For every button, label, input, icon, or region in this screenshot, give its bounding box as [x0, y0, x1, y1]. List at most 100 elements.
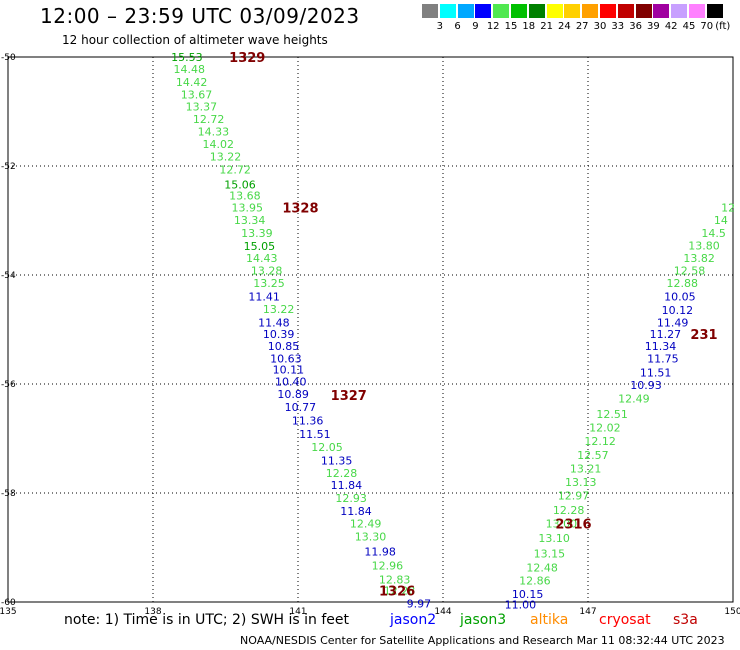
- swh-value-jason3: 15.05: [244, 240, 276, 253]
- chart-subtitle: 12 hour collection of altimeter wave hei…: [62, 33, 328, 47]
- plot-frame: [7, 56, 734, 603]
- x-tick-label: 144: [434, 607, 451, 617]
- colorbar-label: 70: [700, 21, 714, 32]
- colorbar-swatch: [582, 4, 599, 18]
- swh-value-jason2: 11.75: [647, 352, 679, 365]
- legend-altika: altika: [530, 612, 569, 628]
- swh-value-jason3_light: 13.22: [263, 303, 295, 316]
- colorbar-label: 42: [664, 21, 678, 32]
- swh-value-jason2: 10.15: [512, 588, 544, 601]
- swh-value-jason3_light: 13.37: [186, 101, 218, 114]
- swh-value-jason3_light: 12.86: [519, 575, 551, 588]
- swh-value-jason2: 10.89: [277, 388, 309, 401]
- pass-number-label: 1327: [331, 389, 367, 404]
- swh-value-jason3_light: 14.5: [701, 227, 726, 240]
- swh-value-jason3_light: 12.28: [553, 504, 585, 517]
- colorbar-label: 39: [647, 21, 660, 32]
- swh-value-jason2: 11.35: [321, 454, 353, 467]
- swh-value-jason3_light: 12.96: [372, 559, 404, 572]
- colorbar-swatch: [457, 4, 474, 18]
- legend-jason2: jason2: [390, 612, 437, 628]
- swh-value-jason3_light: 13.39: [241, 227, 273, 240]
- colorbar-label: 18: [522, 21, 536, 32]
- swh-value-jason3: 15.53: [171, 51, 203, 64]
- swh-value-jason3_light: 12.48: [526, 562, 558, 575]
- swh-value-jason2: 10.05: [664, 290, 696, 303]
- swh-value-jason2: 11.51: [299, 428, 331, 441]
- x-tick-label: 147: [579, 607, 596, 617]
- swh-value-jason3_light: 13.80: [688, 240, 720, 253]
- swh-value-jason2: 11.34: [645, 340, 677, 353]
- colorbar-swatch: [689, 4, 705, 18]
- colorbar-label: 21: [540, 21, 553, 32]
- colorbar-label: 3: [436, 21, 443, 32]
- swh-value-jason3_light: 13.28: [251, 265, 283, 278]
- swh-value-jason2: 10.85: [268, 340, 300, 353]
- swh-value-jason3_light: 12.72: [219, 163, 251, 176]
- swh-value-jason3_light: 12.83: [379, 574, 411, 587]
- swh-value-jason2: 10.12: [662, 304, 694, 317]
- swh-value-jason3: 15.06: [224, 179, 256, 192]
- swh-value-jason3_light: 13.95: [232, 201, 264, 214]
- swh-value-jason3_light: 13.15: [534, 547, 566, 560]
- footer-credit: NOAA/NESDIS Center for Satellite Applica…: [240, 634, 725, 647]
- colorbar-swatch: [528, 4, 545, 18]
- swh-value-jason2: 9.97: [407, 598, 432, 611]
- colorbar-label: 24: [558, 21, 571, 32]
- colorbar-label: 36: [629, 21, 642, 32]
- colorbar-swatch: [617, 4, 634, 18]
- y-tick-label: -52: [1, 162, 16, 172]
- legend-s3a: s3a: [673, 612, 698, 628]
- colorbar-swatch: [475, 4, 492, 18]
- colorbar-label: 33: [611, 21, 625, 32]
- swh-value-jason3_light: 14.02: [203, 138, 235, 151]
- colorbar-label: 6: [454, 21, 461, 32]
- colorbar-label: 30: [593, 21, 607, 32]
- swh-value-jason3_light: 12.49: [350, 518, 382, 531]
- colorbar-swatch: [635, 4, 652, 18]
- swh-value-jason2: 11.36: [292, 415, 324, 428]
- colorbar-label: (ft): [715, 21, 731, 32]
- x-tick-label: 141: [289, 607, 306, 617]
- swh-value-jason3_light: 14.43: [246, 252, 278, 265]
- swh-value-jason3_light: 12.28: [326, 467, 358, 480]
- swh-value-jason3_light: 12.97: [558, 490, 590, 503]
- x-tick-label: 138: [144, 607, 161, 617]
- swh-value-jason3_light: 12.05: [311, 441, 343, 454]
- pass-number-label: 231: [690, 328, 717, 343]
- swh-value-jason2: 11.49: [657, 316, 689, 329]
- swh-value-jason2: 10.11: [273, 363, 305, 376]
- pass-number-label: 1329: [229, 51, 265, 66]
- swh-value-jason2: 10.63: [270, 352, 302, 365]
- x-tick-label: 150: [724, 607, 740, 617]
- pass-number-label: 1328: [282, 201, 318, 216]
- colorbar-swatch: [706, 4, 723, 18]
- swh-value-jason3_light: 12.28: [384, 585, 416, 598]
- colorbar-swatch: [493, 4, 510, 18]
- swh-value-jason3_light: 12.72: [193, 113, 225, 126]
- swh-value-jason2: 10.40: [275, 375, 307, 388]
- swh-value-jason2: 11.27: [650, 328, 682, 341]
- colorbar-swatch: [546, 4, 563, 18]
- colorbar-swatch: [511, 4, 527, 18]
- colorbar-swatch: [600, 4, 616, 18]
- swh-value-jason2: 11.51: [640, 367, 672, 380]
- swh-value-jason3_light: 13.30: [355, 531, 387, 544]
- y-tick-label: -50: [1, 53, 16, 63]
- swh-value-jason3_light: 14.33: [198, 126, 230, 139]
- swh-value-jason3_light: 13.10: [538, 532, 570, 545]
- swh-value-jason2: 11.48: [258, 316, 290, 329]
- chart-title: 12:00 – 23:59 UTC 03/09/2023: [40, 4, 360, 28]
- swh-value-jason3_light: 12.88: [667, 277, 699, 290]
- legend-cryosat: cryosat: [599, 612, 651, 628]
- legend-jason3: jason3: [460, 612, 507, 628]
- pass-number-label: 1326: [379, 585, 415, 600]
- swh-value-jason2: 11.84: [340, 505, 372, 518]
- colorbar-label: 12: [486, 21, 500, 32]
- pass-number-label: 2316: [555, 518, 591, 533]
- x-tick-label: 135: [0, 607, 17, 617]
- colorbar-label: 27: [575, 21, 589, 32]
- swh-value-jason3_light: 13.34: [234, 214, 266, 227]
- swh-value-jason2: 11.00: [505, 599, 537, 612]
